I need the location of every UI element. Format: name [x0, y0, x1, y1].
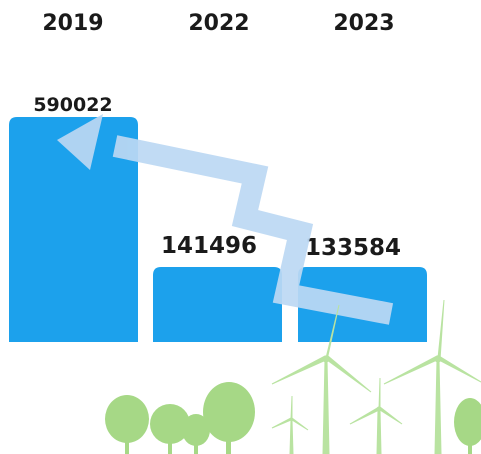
landscape-decoration	[105, 299, 481, 454]
category-labels: 2019 2022 2023	[42, 11, 394, 36]
category-label-2023: 2023	[333, 11, 394, 36]
value-label-2019: 590022	[33, 94, 112, 116]
bar-2022	[153, 267, 282, 342]
wind-turbine-icon	[271, 299, 481, 454]
category-label-2022: 2022	[188, 11, 249, 36]
bars-group	[9, 117, 427, 342]
category-label-2019: 2019	[42, 11, 103, 36]
bar-2019	[9, 117, 138, 342]
tree-icon	[105, 382, 481, 454]
value-label-2022: 141496	[161, 233, 257, 259]
down-trend-arrow-icon	[57, 114, 394, 325]
value-label-2023: 133584	[305, 235, 401, 261]
value-labels: 590022 141496 133584	[33, 94, 401, 261]
